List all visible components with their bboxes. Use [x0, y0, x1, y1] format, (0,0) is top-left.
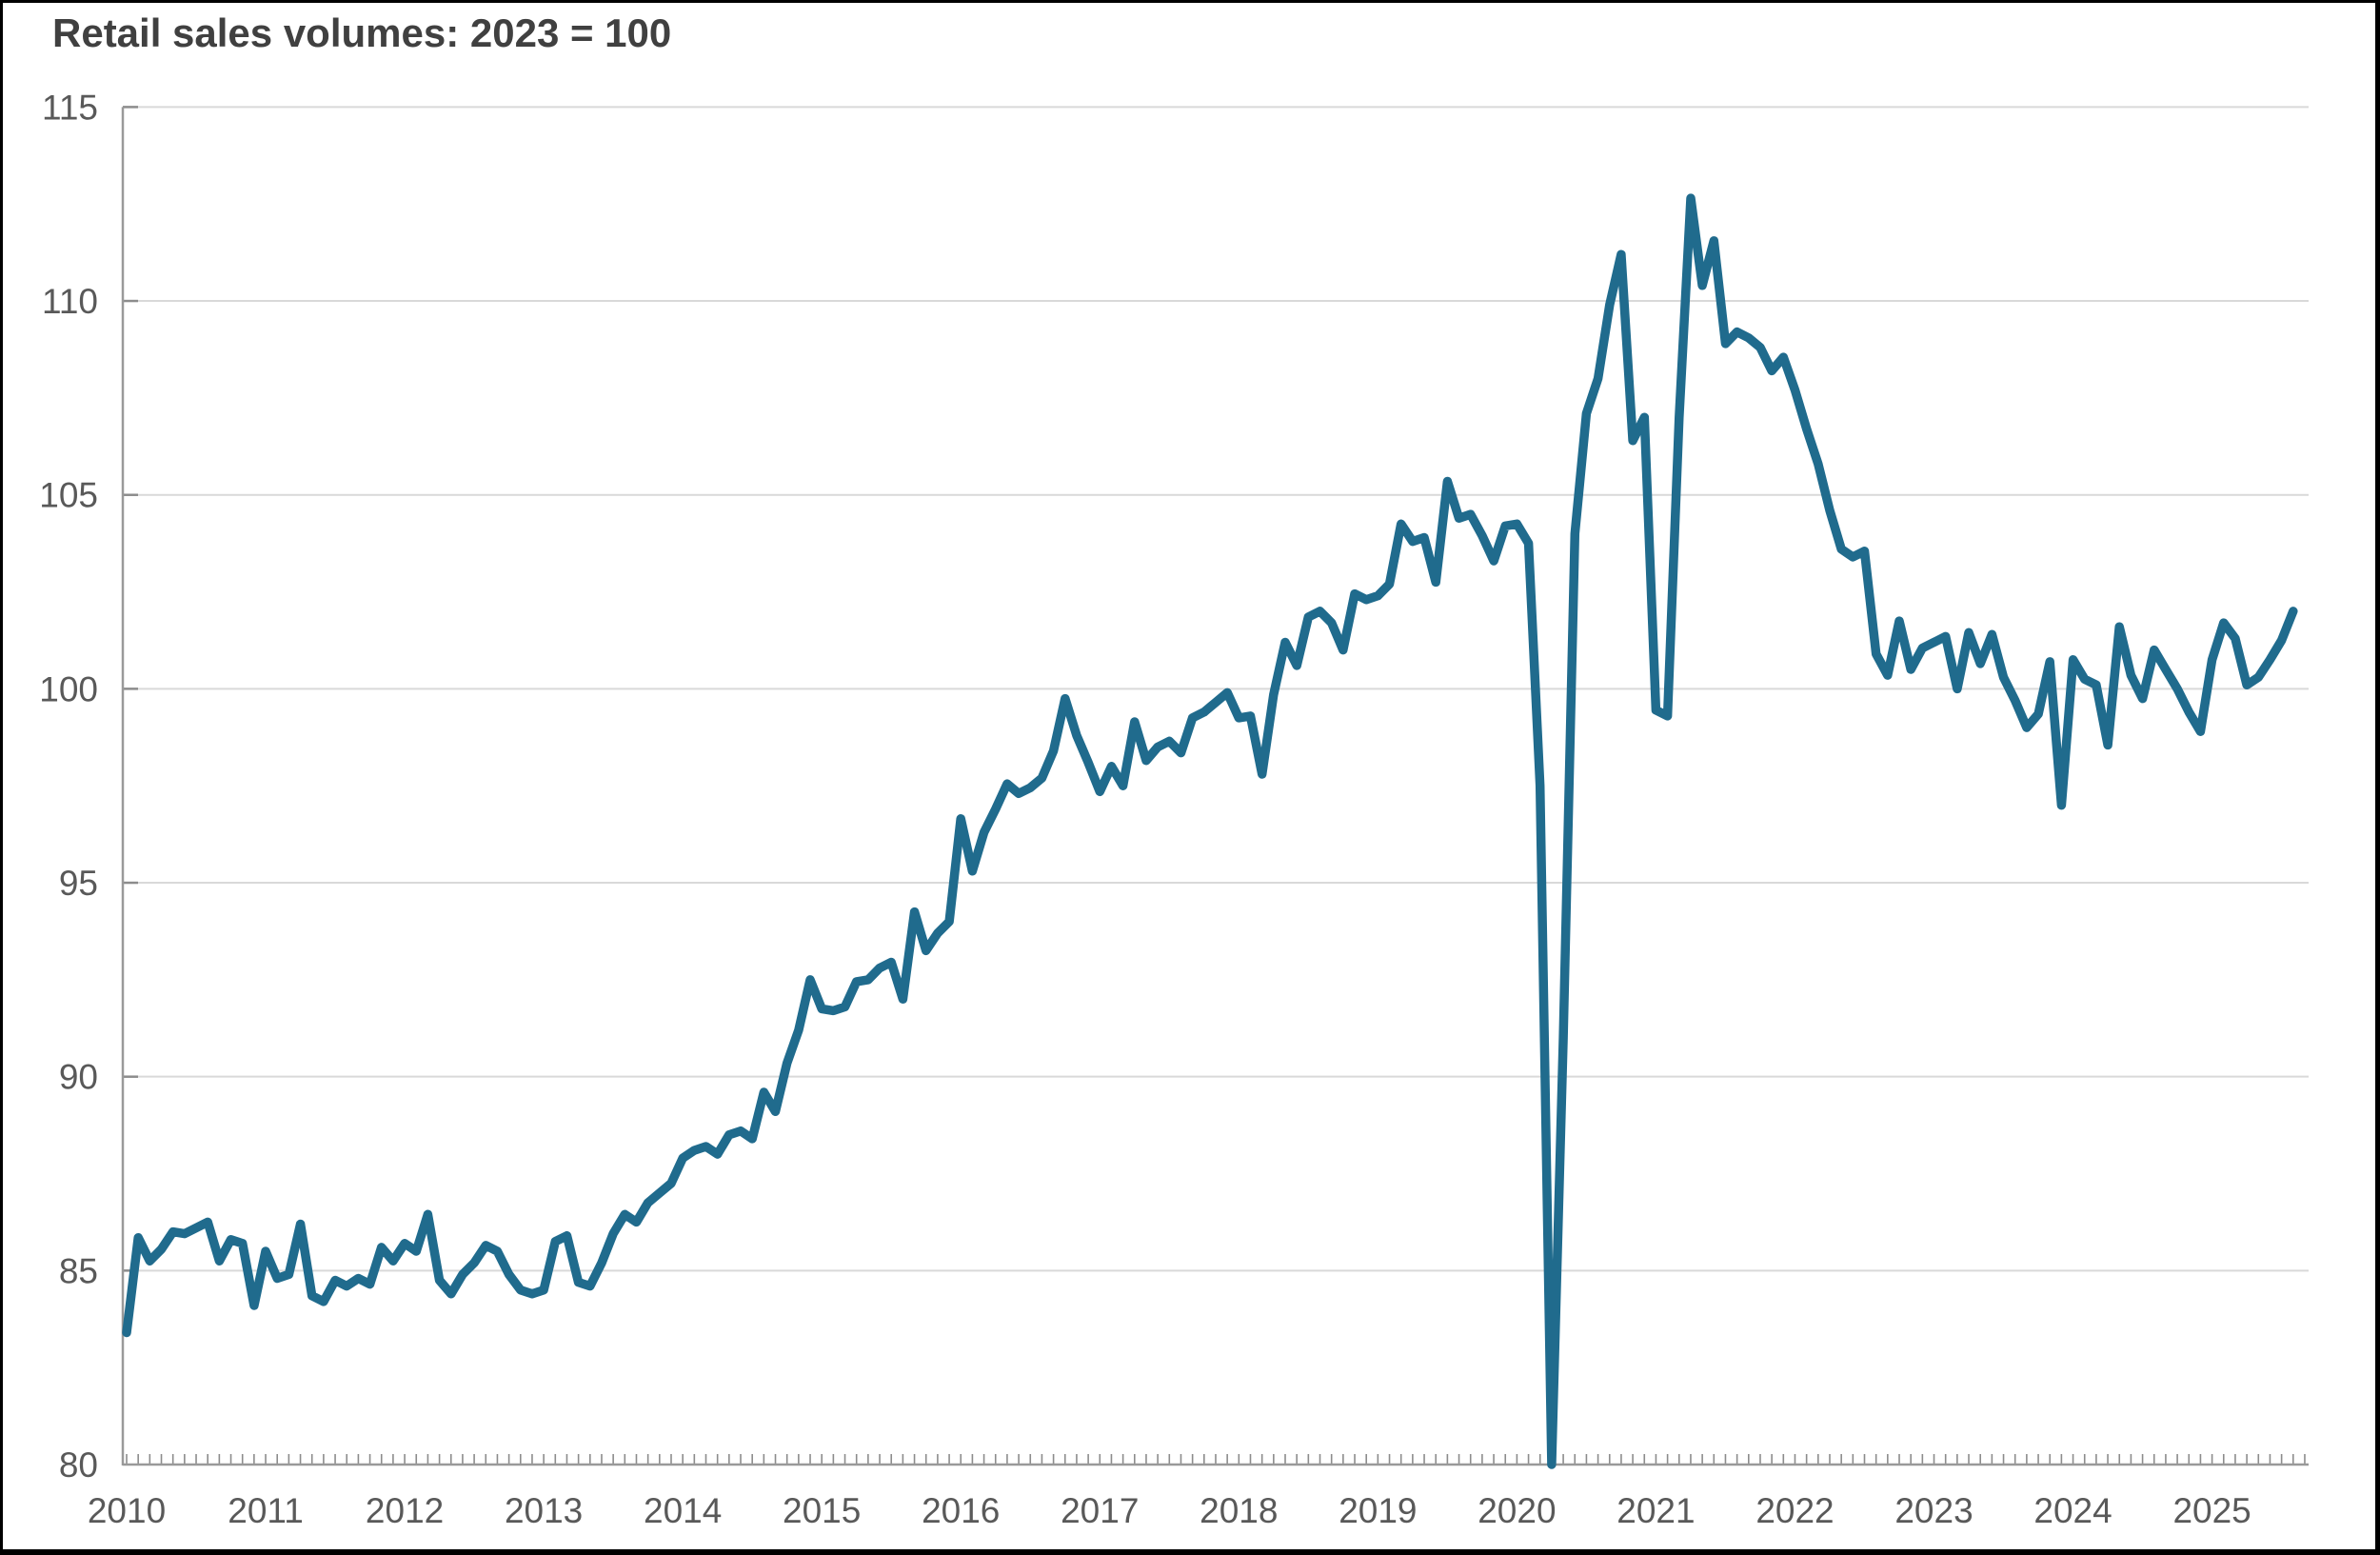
x-axis-label-2017: 2017	[1061, 1491, 1139, 1530]
y-axis-label-85: 85	[59, 1251, 98, 1290]
x-axis-label-2013: 2013	[505, 1491, 583, 1530]
x-axis-label-2011: 2011	[228, 1491, 304, 1530]
x-axis-label-2012: 2012	[366, 1491, 444, 1530]
x-axis-label-2019: 2019	[1339, 1491, 1417, 1530]
y-axis-label-95: 95	[59, 864, 98, 903]
retail-sales-line-chart: 80 85 90 95 100 105 110 115 2010 2011 2012 2013 2014…	[39, 88, 2309, 1530]
y-axis-label-80: 80	[59, 1445, 98, 1485]
x-axis-label-2015: 2015	[783, 1491, 861, 1530]
x-axis-label-2021: 2021	[1616, 1491, 1695, 1530]
x-axis-label-2018: 2018	[1200, 1491, 1278, 1530]
x-axis-label-2016: 2016	[922, 1491, 1000, 1530]
data-line-retail-sales	[122, 193, 2298, 1469]
y-axis-label-90: 90	[59, 1058, 98, 1097]
y-axis-label-100: 100	[39, 669, 98, 708]
y-axis-label-105: 105	[39, 476, 98, 515]
x-axis-label-2020: 2020	[1478, 1491, 1556, 1530]
x-axis-label-2022: 2022	[1755, 1491, 1834, 1530]
x-axis-label-2010: 2010	[88, 1491, 166, 1530]
page-title: Retail sales volumes: 2023 = 100	[52, 10, 672, 55]
x-axis-label-2024: 2024	[2033, 1491, 2112, 1530]
y-axis-label-115: 115	[42, 88, 98, 127]
x-axis-label-2025: 2025	[2172, 1491, 2251, 1530]
x-axis-label-2014: 2014	[644, 1491, 722, 1530]
x-axis-label-2023: 2023	[1894, 1491, 1973, 1530]
y-axis-label-110: 110	[42, 282, 98, 321]
